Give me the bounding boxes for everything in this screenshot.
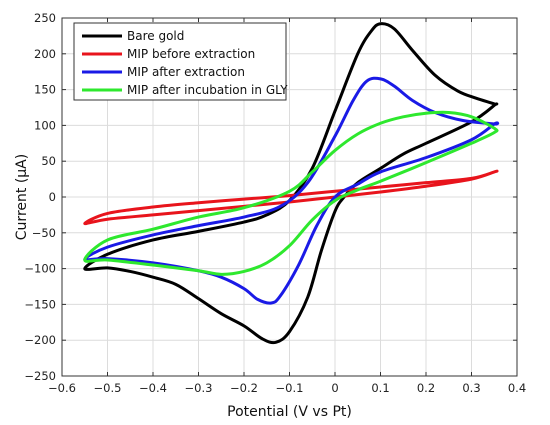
legend: Bare gold MIP before extraction MIP afte… [73,22,288,101]
x-tick-label-0-3: 0.3 [462,381,480,395]
y-tick-label-0: 0 [49,190,56,204]
y-tick-label-50: 50 [41,154,56,168]
x-tick-label-0-2: 0.2 [417,381,435,395]
y-tick-label-100: 100 [34,118,56,132]
x-tick-label-0-3: −0.3 [185,381,213,395]
series-line-mip-after-incubation-in-gly [83,110,499,276]
x-axis-label: Potential (V vs Pt) [227,404,352,420]
y-tick-label-250: 250 [34,11,56,25]
legend-label-mip-before-extraction: MIP before extraction [127,47,255,61]
y-tick-label-200: 200 [34,47,56,61]
x-tick-label-0-4: 0.4 [508,381,526,395]
y-axis-label: Current (μA) [14,154,30,240]
series-curves [83,22,500,345]
y-tick-label-150: 150 [34,83,56,97]
axis-ticks: −0.6 −0.5 −0.4 −0.3 −0.2 −0.1 0 0.1 0.2 0.3 0.4 −25… [24,11,526,395]
x-tick-label-0-5: −0.5 [94,381,122,395]
y-tick-label-50: −50 [32,226,56,240]
legend-label-bare-gold: Bare gold [127,29,184,43]
x-tick-label-0-1: 0.1 [371,381,389,395]
y-tick-label-200: −200 [24,333,56,347]
y-tick-label-250: −250 [24,369,56,383]
y-tick-label-100: −100 [24,262,56,276]
series-line-mip-after-extraction [83,76,500,305]
x-tick-label-0-4: −0.4 [139,381,167,395]
series-line-mip-before-extraction [83,169,499,226]
x-tick-label-0-1: −0.1 [276,381,304,395]
x-tick-label-0: 0 [331,381,338,395]
legend-label-mip-after-incubation-in-gly: MIP after incubation in GLY [127,83,288,97]
x-tick-label-0-2: −0.2 [230,381,258,395]
x-tick-label-0-6: −0.6 [48,381,76,395]
y-tick-label-150: −150 [24,297,56,311]
legend-label-mip-after-extraction: MIP after extraction [127,65,245,79]
